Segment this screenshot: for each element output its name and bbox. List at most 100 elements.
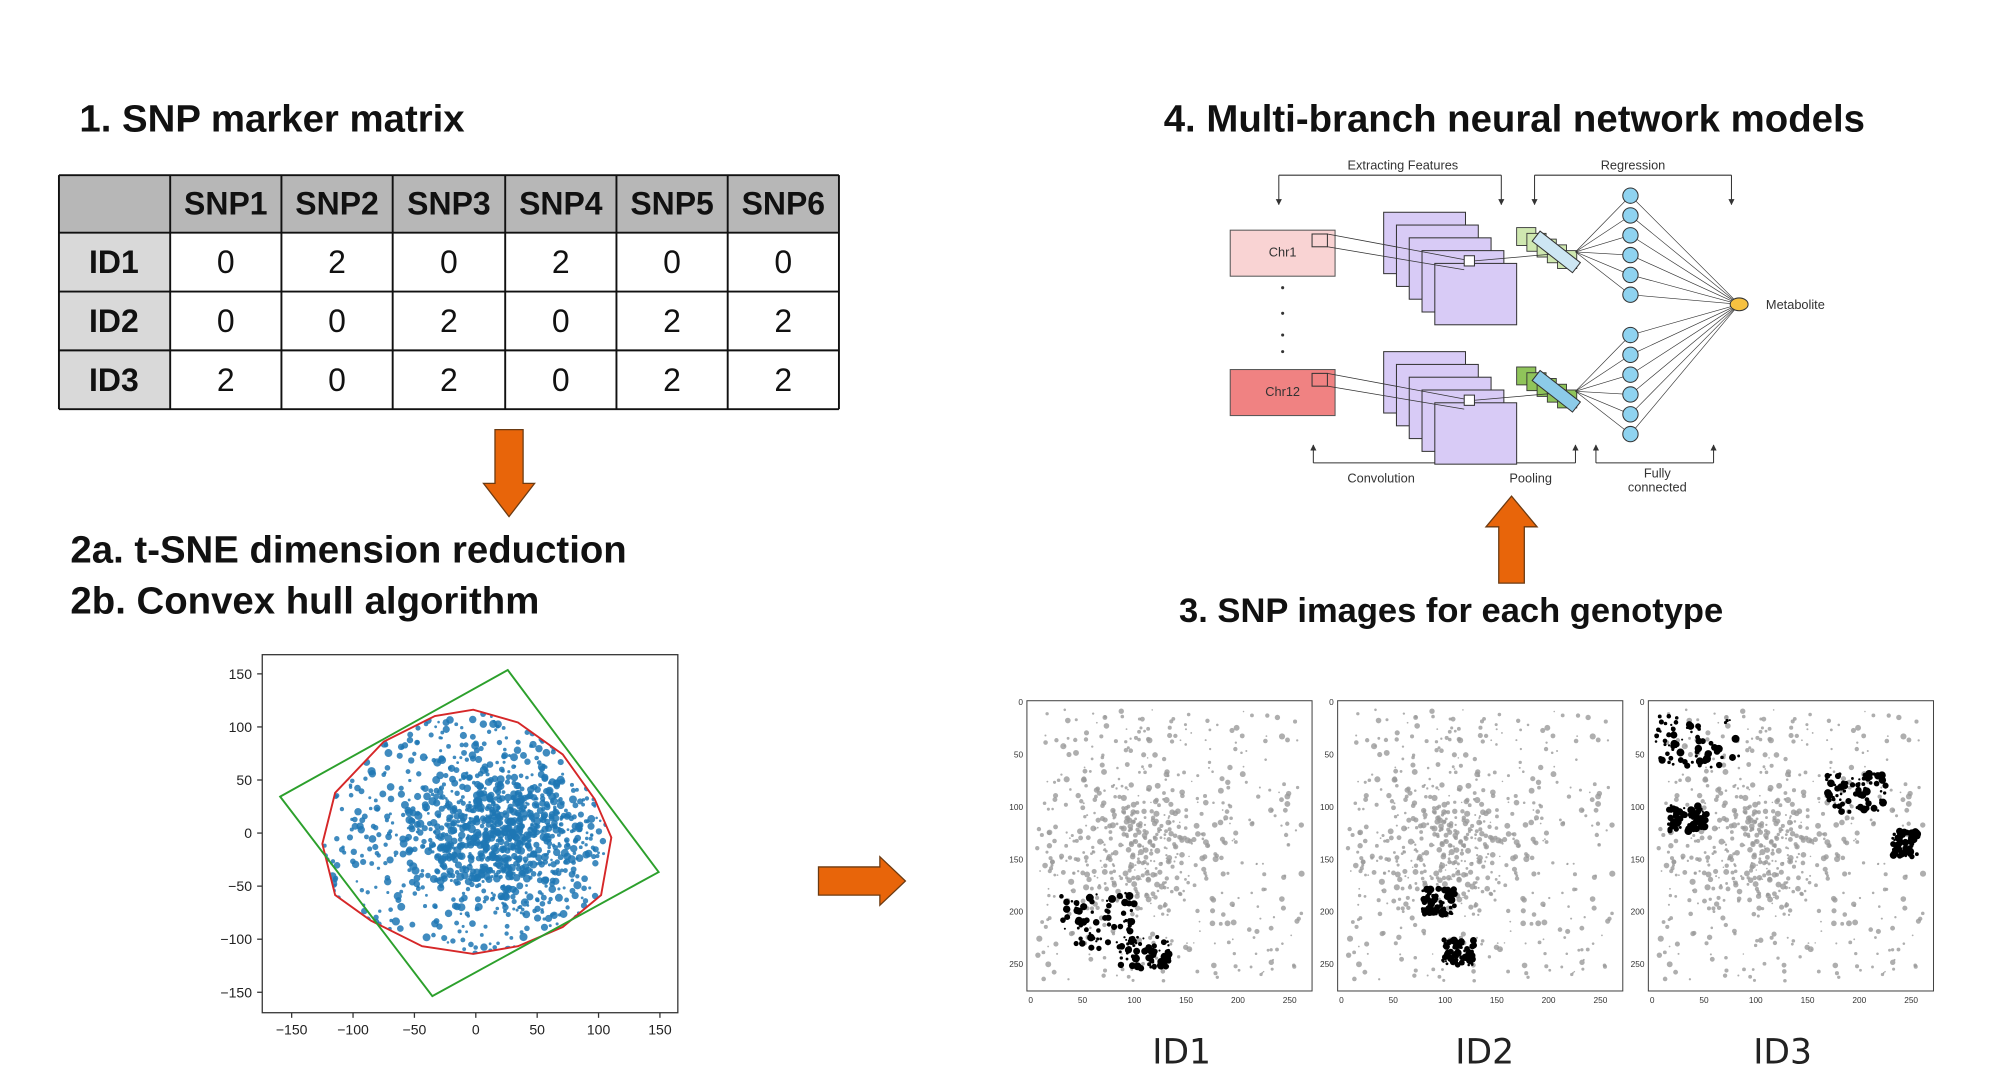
x-tick-label: 50	[529, 1021, 545, 1037]
pixel	[1113, 794, 1117, 799]
fc-line	[1630, 195, 1740, 305]
pixel	[1711, 852, 1715, 856]
pixel	[1483, 733, 1489, 739]
pixel	[1446, 810, 1451, 815]
point	[427, 847, 432, 851]
pixel	[1454, 854, 1460, 860]
point	[436, 771, 444, 780]
pixel	[1128, 827, 1133, 832]
point	[471, 780, 476, 785]
pixel	[1170, 788, 1175, 793]
point	[461, 749, 467, 756]
point	[496, 797, 503, 804]
pixel	[1677, 952, 1680, 955]
genotype-pixel	[1826, 797, 1832, 803]
pixel	[1396, 863, 1400, 867]
genotype-pixel	[1905, 841, 1909, 845]
x-tick-label: −100	[337, 1021, 369, 1037]
pixel	[1381, 888, 1387, 894]
pixel	[1816, 908, 1822, 914]
x-tick-label: 200	[1231, 995, 1245, 1005]
pixel	[1190, 732, 1193, 734]
pixel	[1124, 786, 1128, 790]
pixel	[1153, 895, 1158, 900]
pixel	[1736, 888, 1743, 895]
pixel	[1280, 824, 1283, 827]
pixel	[1428, 842, 1434, 848]
genotype-pixel	[1424, 911, 1429, 915]
pixel	[1133, 886, 1138, 891]
pixel	[1700, 799, 1705, 804]
pixel	[1762, 961, 1767, 966]
point	[368, 796, 372, 800]
pixel	[1509, 920, 1512, 923]
pixel	[1743, 811, 1748, 815]
point	[443, 772, 449, 779]
pixel	[1118, 842, 1123, 848]
pixel	[1758, 737, 1763, 742]
genotype-pixel	[1167, 944, 1170, 947]
genotype-pixel	[1673, 720, 1679, 725]
point	[550, 911, 558, 919]
point	[385, 833, 392, 841]
genotype-pixel	[1670, 726, 1675, 730]
genotype-pixel	[1667, 744, 1671, 747]
pixel	[1035, 952, 1041, 958]
point	[354, 808, 362, 816]
point	[572, 802, 579, 809]
pixel	[1890, 948, 1895, 952]
pixel	[1837, 723, 1841, 727]
pixel	[1347, 826, 1352, 832]
pixel	[1039, 870, 1041, 872]
point	[439, 749, 443, 753]
point	[582, 898, 589, 904]
pixel	[1376, 831, 1379, 834]
pixel	[1401, 757, 1405, 761]
pixel	[1705, 855, 1711, 861]
pixel	[1771, 843, 1776, 848]
genotype-pixel	[1831, 797, 1836, 802]
pixel	[1386, 902, 1389, 905]
pixel	[1434, 740, 1439, 744]
fc-line	[1630, 274, 1740, 305]
point	[544, 914, 553, 923]
pixel	[1591, 905, 1597, 911]
point	[527, 809, 531, 813]
pixel	[1089, 926, 1092, 930]
pixel	[1146, 737, 1153, 744]
pixel	[1083, 730, 1090, 736]
pixel	[1202, 793, 1208, 799]
pixel	[1095, 817, 1101, 823]
point	[507, 837, 512, 843]
point	[597, 851, 600, 855]
genotype-pixel	[1715, 761, 1723, 769]
pixel	[1406, 905, 1411, 911]
pixel	[1480, 942, 1484, 946]
point	[535, 846, 543, 854]
cell: 2	[663, 362, 681, 398]
genotype-pixel	[1445, 952, 1448, 955]
pixel	[1148, 873, 1151, 876]
point	[461, 924, 465, 928]
pixel	[1166, 886, 1169, 889]
point	[496, 739, 503, 746]
pixel	[1762, 860, 1767, 866]
pixel	[1888, 948, 1891, 952]
pixel	[1088, 956, 1094, 962]
point	[433, 799, 441, 807]
pixel	[1098, 883, 1101, 887]
pixel	[1723, 868, 1730, 875]
pixel	[1444, 869, 1447, 871]
pixel	[1531, 891, 1535, 895]
pixel	[1180, 793, 1185, 799]
point	[570, 866, 577, 873]
pixel	[1404, 875, 1407, 878]
pixel	[1487, 773, 1491, 777]
pixel	[1389, 799, 1395, 804]
point	[442, 725, 450, 733]
pixel	[1414, 882, 1418, 885]
pixel	[1786, 819, 1793, 826]
pixel	[1265, 713, 1270, 718]
pixel	[1758, 729, 1763, 734]
